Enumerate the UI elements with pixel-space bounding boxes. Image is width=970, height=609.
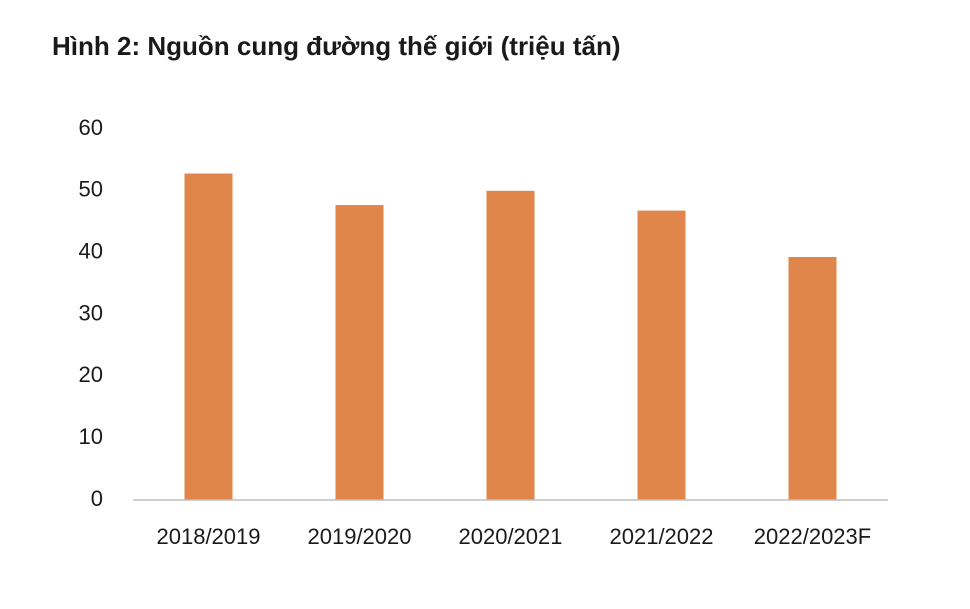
y-tick-label: 20 <box>79 362 103 387</box>
bar <box>788 256 837 500</box>
x-tick-label: 2021/2022 <box>610 524 714 549</box>
bar <box>486 190 535 501</box>
y-tick-label: 10 <box>79 424 103 449</box>
y-tick-label: 40 <box>79 238 103 263</box>
x-tick-label: 2018/2019 <box>157 524 261 549</box>
bar <box>637 210 686 500</box>
x-tick-label: 2019/2020 <box>308 524 412 549</box>
y-tick-label: 30 <box>79 300 103 325</box>
y-tick-label: 0 <box>91 486 103 511</box>
bar <box>335 205 384 500</box>
x-tick-label: 2020/2021 <box>459 524 563 549</box>
y-tick-label: 60 <box>79 115 103 140</box>
y-tick-label: 50 <box>79 177 103 202</box>
bar <box>184 173 233 500</box>
x-tick-label: 2022/2023F <box>754 524 871 549</box>
chart-title: Hình 2: Nguồn cung đường thế giới (triệu… <box>52 31 621 61</box>
